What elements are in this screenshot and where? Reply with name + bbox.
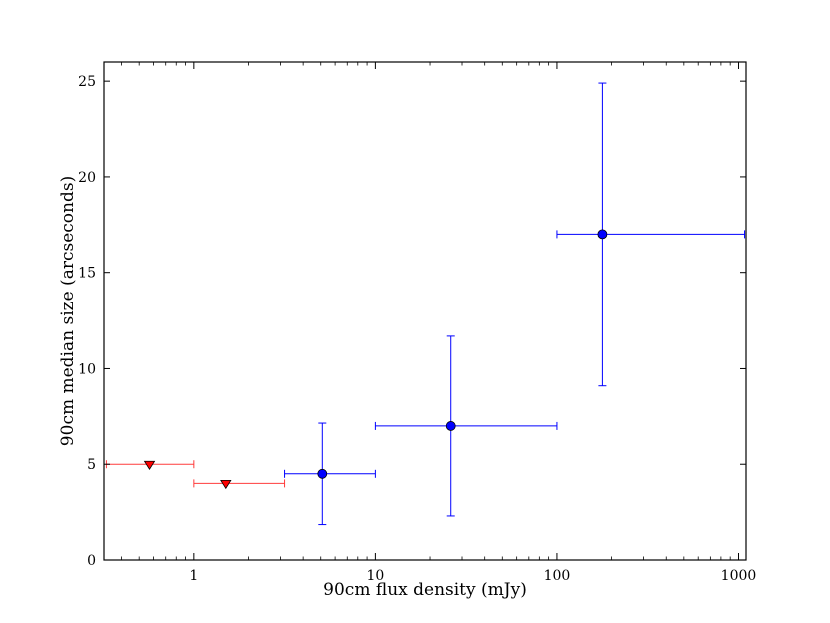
- x-tick-label: 100: [544, 568, 571, 584]
- plot-frame: [103, 61, 747, 561]
- y-tick-label: 15: [78, 266, 96, 282]
- plot-area: [105, 82, 746, 526]
- data-point-circle: [445, 421, 456, 431]
- data-point-triangle: [220, 479, 232, 490]
- y-tick-label: 20: [78, 170, 96, 186]
- x-tick-label: 1: [189, 568, 198, 584]
- data-point-triangle: [143, 460, 156, 470]
- y-axis-label: 90cm median size (arcseconds): [58, 176, 78, 446]
- data-point-circle: [317, 468, 328, 479]
- x-tick-label: 10: [366, 568, 384, 584]
- data-point-circle: [597, 229, 608, 240]
- y-tick-label: 25: [78, 74, 96, 90]
- axis-ticks: 0 5 10 15 20 25 1 10 100 1000: [78, 62, 756, 584]
- x-tick-label: 1000: [721, 568, 757, 584]
- y-tick-label: 5: [87, 457, 96, 473]
- y-tick-label: 10: [78, 361, 96, 377]
- y-tick-label: 0: [87, 553, 96, 569]
- x-axis-label: 90cm flux density (mJy): [323, 580, 527, 600]
